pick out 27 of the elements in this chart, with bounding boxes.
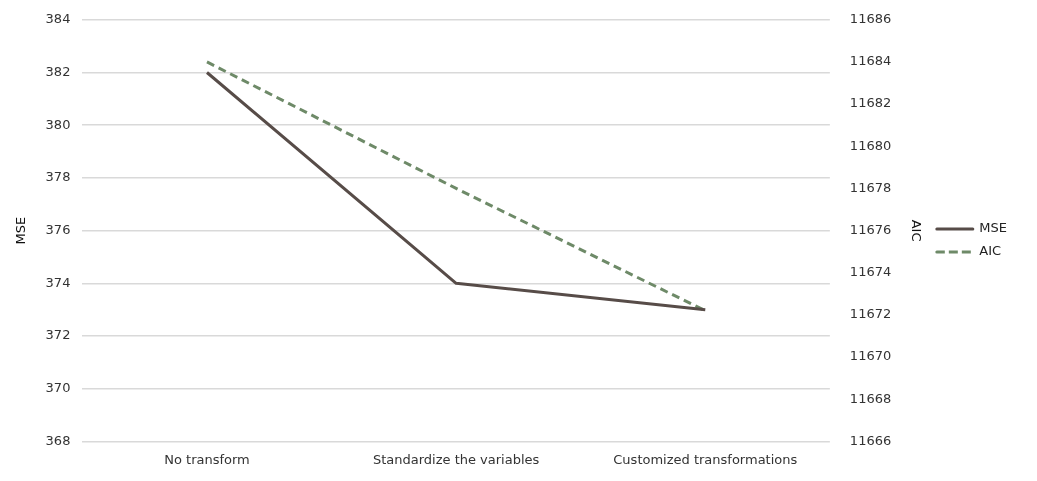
y2-tick-label: 11674 bbox=[849, 264, 892, 280]
y-axis-title: MSE bbox=[13, 216, 29, 245]
y-tick-label: 376 bbox=[45, 221, 71, 237]
y2-tick-label: 11682 bbox=[849, 95, 892, 111]
y-tick-label: 370 bbox=[45, 380, 71, 396]
y2-tick-label: 11680 bbox=[849, 137, 892, 153]
y2-tick-label: 11670 bbox=[849, 348, 892, 364]
y2-tick-label: 11684 bbox=[849, 53, 892, 69]
legend-label: MSE bbox=[979, 220, 1008, 236]
y-tick-label: 368 bbox=[45, 432, 71, 448]
y-tick-label: 374 bbox=[45, 274, 71, 290]
x-tick-label: Standardize the variables bbox=[372, 451, 540, 467]
x-tick-label: No transform bbox=[164, 451, 250, 467]
y2-tick-label: 11676 bbox=[849, 221, 892, 237]
y-tick-label: 380 bbox=[45, 116, 71, 132]
y2-axis-title: AIC bbox=[908, 219, 924, 242]
y-tick-label: 384 bbox=[45, 11, 71, 27]
y2-tick-label: 11666 bbox=[849, 432, 892, 448]
y2-tick-label: 11668 bbox=[849, 390, 892, 406]
y2-tick-label: 11686 bbox=[849, 11, 892, 27]
x-tick-label: Customized transformations bbox=[613, 451, 798, 467]
legend-label: AIC bbox=[979, 243, 1002, 259]
y-tick-label: 378 bbox=[45, 169, 71, 185]
y-tick-label: 372 bbox=[45, 327, 71, 343]
y2-tick-label: 11678 bbox=[849, 179, 892, 195]
y-tick-label: 382 bbox=[45, 63, 71, 79]
y2-tick-label: 11672 bbox=[849, 306, 892, 322]
